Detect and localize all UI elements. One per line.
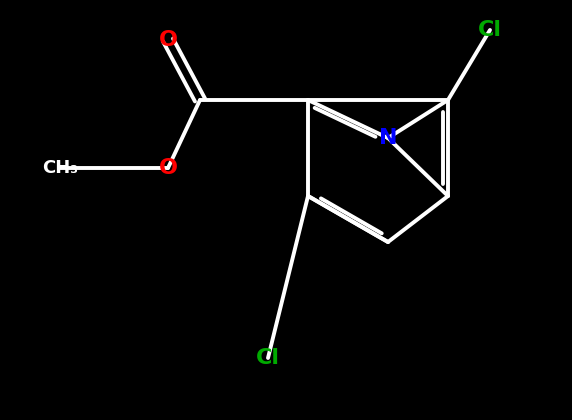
Text: Cl: Cl xyxy=(478,20,502,40)
Text: O: O xyxy=(158,158,177,178)
Text: Cl: Cl xyxy=(256,348,280,368)
Text: N: N xyxy=(379,128,397,148)
Text: O: O xyxy=(158,30,177,50)
Text: CH₃: CH₃ xyxy=(42,159,78,177)
